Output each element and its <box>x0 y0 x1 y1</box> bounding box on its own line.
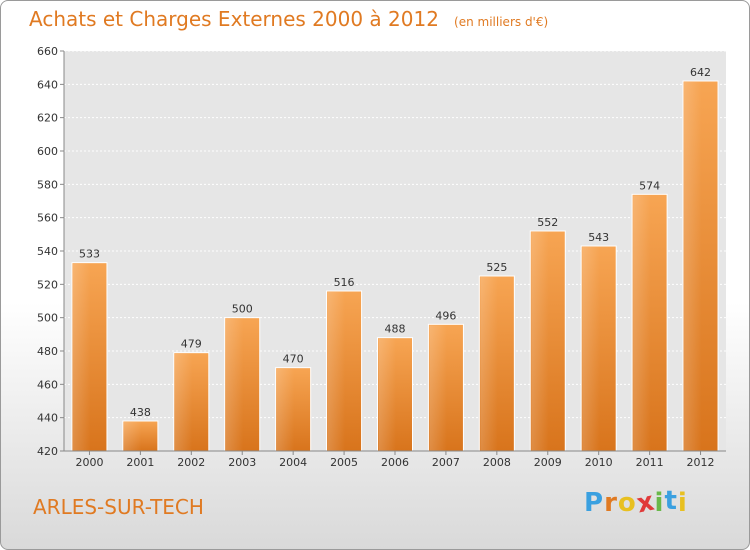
chart-unit: (en milliers d'€) <box>454 15 549 29</box>
data-label: 496 <box>435 309 456 322</box>
y-tick-label: 620 <box>37 112 58 125</box>
x-tick-label: 2002 <box>177 456 205 469</box>
proxiti-logo: Proxiti <box>584 486 688 520</box>
y-tick-label: 440 <box>37 412 58 425</box>
data-label: 438 <box>130 406 151 419</box>
bar-highlight <box>174 353 193 451</box>
logo-letter: i <box>654 488 665 518</box>
x-tick-label: 2004 <box>279 456 307 469</box>
x-tick-label: 2011 <box>636 456 664 469</box>
x-tick-label: 2003 <box>228 456 256 469</box>
bar-highlight <box>480 277 498 451</box>
y-tick-label: 480 <box>37 345 58 358</box>
data-label: 642 <box>690 66 711 79</box>
x-tick-label: 2006 <box>381 456 409 469</box>
data-label: 500 <box>232 303 253 316</box>
x-tick-label: 2000 <box>75 456 103 469</box>
data-label: 574 <box>639 179 660 192</box>
bar-highlight <box>633 195 651 451</box>
logo-letter: r <box>604 488 618 518</box>
x-tick-label: 2008 <box>483 456 511 469</box>
data-label: 552 <box>537 216 558 229</box>
bars: 533 438 479 500 470 516 488 496 525 552 543 574 642 <box>71 66 719 452</box>
y-tick-label: 540 <box>37 245 58 258</box>
commune-name: ARLES-SUR-TECH <box>33 495 204 519</box>
logo-letter: P <box>584 488 605 518</box>
bar-highlight <box>684 82 702 451</box>
x-tick-label: 2010 <box>585 456 613 469</box>
x-tick-label: 2009 <box>534 456 562 469</box>
y-tick-label: 580 <box>37 178 58 191</box>
bar-highlight <box>582 247 600 451</box>
data-label: 516 <box>334 276 355 289</box>
bar-highlight <box>378 338 396 451</box>
bar-highlight <box>276 368 295 451</box>
y-tick-label: 420 <box>37 445 58 458</box>
x-tick-label: 2001 <box>126 456 154 469</box>
title-row: Achats et Charges Externes 2000 à 2012 (… <box>29 7 548 31</box>
data-label: 479 <box>181 338 202 351</box>
chart-title: Achats et Charges Externes 2000 à 2012 <box>29 7 439 31</box>
bar-highlight <box>123 422 142 451</box>
bar-highlight <box>72 263 91 451</box>
x-tick-label: 2005 <box>330 456 358 469</box>
data-label: 470 <box>283 353 304 366</box>
x-tick-label: 2012 <box>687 456 715 469</box>
y-tick-label: 660 <box>37 45 58 58</box>
logo-letter: o <box>617 488 637 518</box>
data-label: 533 <box>79 248 100 261</box>
bar-highlight <box>327 292 346 451</box>
y-tick-label: 460 <box>37 378 58 391</box>
y-tick-label: 520 <box>37 278 58 291</box>
y-axis: 420 440 460 480 500 520 540 560 580 600 620 640 660 <box>37 45 65 458</box>
y-tick-label: 500 <box>37 312 58 325</box>
y-tick-label: 640 <box>37 78 58 91</box>
data-label: 525 <box>486 261 507 274</box>
x-axis: 2000 2001 2002 2003 2004 2005 2006 2007 2008 2009… <box>64 450 726 469</box>
data-label: 488 <box>385 323 406 336</box>
logo-letter: t <box>664 486 678 516</box>
bar-highlight <box>225 318 244 451</box>
data-label: 543 <box>588 231 609 244</box>
y-tick-label: 600 <box>37 145 58 158</box>
bar-highlight <box>429 325 447 451</box>
bar-highlight <box>531 232 549 451</box>
y-tick-label: 560 <box>37 212 58 225</box>
x-tick-label: 2007 <box>432 456 460 469</box>
logo-letter: i <box>677 488 688 518</box>
